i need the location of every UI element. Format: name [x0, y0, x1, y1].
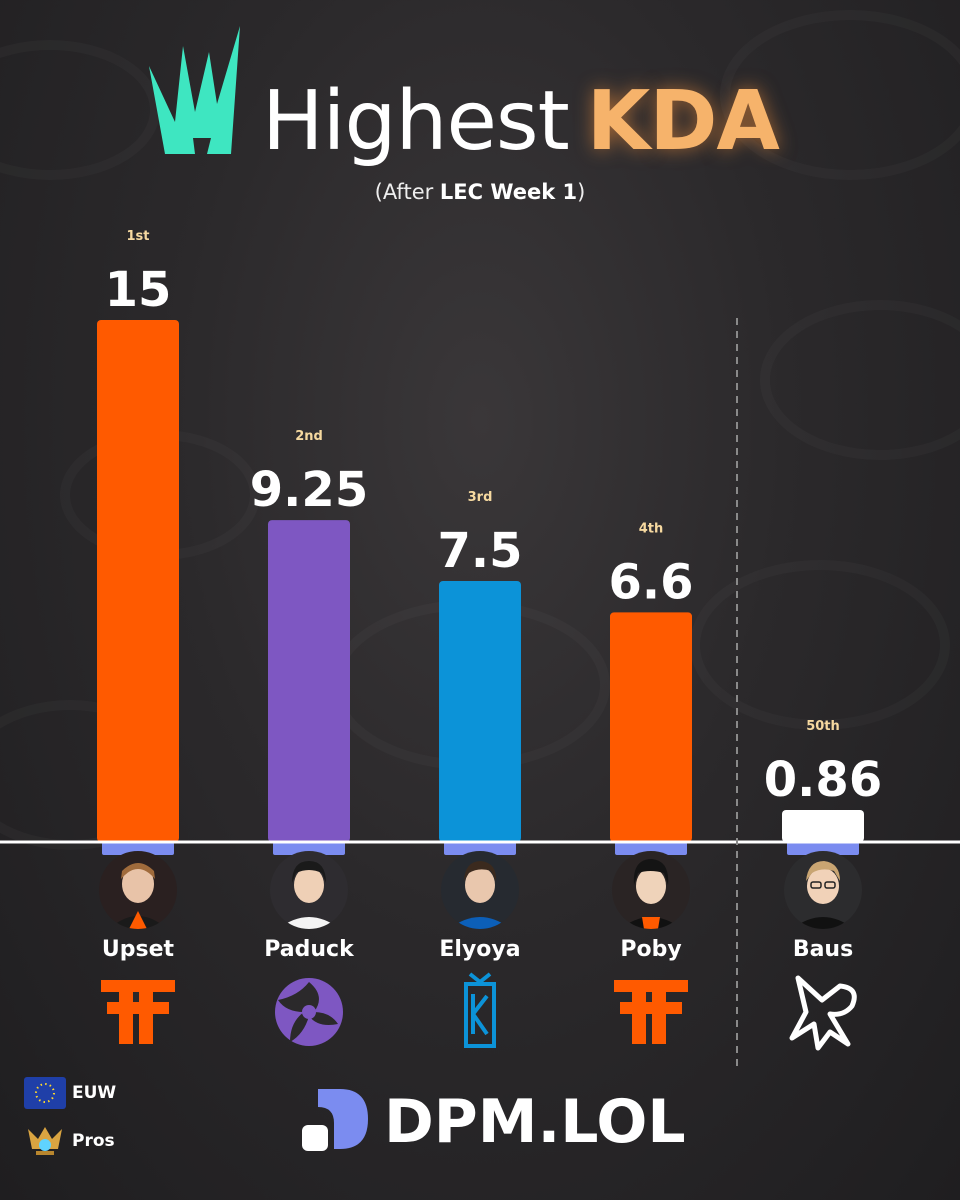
- bar-poby: [610, 612, 692, 842]
- subtitle: (After LEC Week 1): [0, 180, 960, 204]
- player-name: Poby: [620, 937, 682, 962]
- subtitle-open: (After: [374, 180, 440, 204]
- rank-label: 3rd: [468, 490, 493, 505]
- player-name: Elyoya: [439, 937, 521, 962]
- player-name: Baus: [792, 937, 854, 962]
- bar-value-label: 0.86: [764, 752, 882, 808]
- player-avatar: [99, 851, 177, 929]
- rank-label: 50th: [806, 719, 840, 734]
- page-title: Highest KDA: [262, 72, 780, 172]
- rank-label: 1st: [127, 229, 150, 244]
- bar-value-label: 6.6: [608, 554, 693, 610]
- legend-label: EUW: [72, 1083, 117, 1103]
- bar-base-tab: [102, 842, 174, 855]
- brand-name: DPM.LOL: [384, 1087, 686, 1157]
- bar-group: 15 1st 9.25 2nd 7.5 3rd 6.6 4th 0.86 50th: [97, 229, 882, 855]
- fnatic-logo-icon: [614, 980, 688, 1044]
- bar-baus: [782, 810, 864, 842]
- bar-elyoya: [439, 581, 521, 842]
- player-avatar: [441, 851, 519, 929]
- player-avatar: [784, 851, 862, 929]
- legend: EUW Pros: [24, 1076, 116, 1172]
- rank-label: 4th: [639, 521, 664, 536]
- movistar-koi-logo-icon: [464, 972, 496, 1048]
- bar-paduck: [268, 520, 350, 842]
- lec-logo-icon: [149, 26, 240, 154]
- shifters-logo-icon: [275, 978, 343, 1046]
- brand-logo: DPM.LOL: [296, 1084, 686, 1160]
- bar-base-tab: [615, 842, 687, 855]
- title-highlight: KDA: [586, 74, 780, 169]
- eu-flag-icon: [24, 1077, 66, 1109]
- player-card: Upset: [63, 851, 213, 1052]
- los-ratones-logo-icon: [789, 975, 857, 1051]
- pro-emblem-icon: [28, 1127, 62, 1155]
- player-avatar: [612, 851, 690, 929]
- player-card: Poby: [576, 851, 726, 1052]
- subtitle-close: ): [577, 180, 586, 204]
- player-name: Upset: [101, 937, 175, 962]
- player-name: Paduck: [264, 937, 354, 962]
- player-avatar: [270, 851, 348, 929]
- legend-item-pros: Pros: [24, 1124, 116, 1158]
- legend-item-euw: EUW: [24, 1076, 116, 1110]
- bar-base-tab: [273, 842, 345, 855]
- legend-label: Pros: [72, 1131, 115, 1151]
- player-card: Paduck: [234, 851, 384, 1052]
- bar-value-label: 9.25: [250, 462, 368, 518]
- bar-base-tab: [787, 842, 859, 855]
- player-card: Baus: [748, 851, 898, 1052]
- fnatic-logo-icon: [101, 980, 175, 1044]
- bar-value-label: 15: [105, 262, 172, 318]
- title-light: Highest: [262, 74, 570, 169]
- subtitle-bold: LEC Week 1: [439, 180, 578, 204]
- bar-value-label: 7.5: [437, 523, 522, 579]
- dpm-logo-icon: [302, 1089, 368, 1151]
- bar-base-tab: [444, 842, 516, 855]
- rank-label: 2nd: [295, 429, 323, 444]
- bar-upset: [97, 320, 179, 842]
- header: Highest KDA (After LEC Week 1): [0, 0, 960, 220]
- player-card: Elyoya: [405, 851, 555, 1052]
